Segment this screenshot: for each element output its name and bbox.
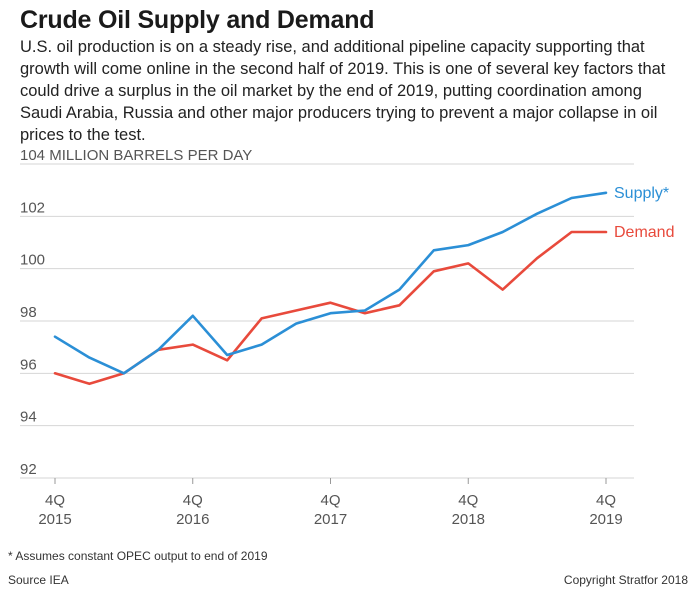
x-tick-year: 2017 <box>314 511 347 528</box>
copyright-note: Copyright Stratfor 2018 <box>563 573 688 587</box>
y-tick-labels: 92 94 96 98 100 102 104 MILLION BARRELS PER DA… <box>20 147 252 478</box>
x-tick-quarter: 4Q <box>183 492 203 509</box>
x-tick-quarter: 4Q <box>458 492 478 509</box>
x-tick-quarter: 4Q <box>320 492 340 509</box>
chart-title: Crude Oil Supply and Demand <box>20 6 375 34</box>
series-label-demand: Demand <box>614 224 674 241</box>
y-tick-label-94: 94 <box>20 409 37 426</box>
source-note: Source IEA <box>8 573 69 587</box>
series-label-supply: Supply* <box>614 185 669 202</box>
x-tick-year: 2018 <box>452 511 485 528</box>
x-tick-year: 2019 <box>589 511 622 528</box>
series-lines <box>53 191 608 386</box>
x-tick-quarter: 4Q <box>596 492 616 509</box>
series-labels: Supply* Demand <box>614 185 674 241</box>
y-tick-label-104: 104 MILLION BARRELS PER DAY <box>20 147 252 164</box>
series-line-demand <box>53 230 608 386</box>
chart-subtitle: U.S. oil production is on a steady rise,… <box>20 38 666 144</box>
series-line-supply <box>53 191 608 375</box>
footnote: * Assumes constant OPEC output to end of… <box>8 549 268 563</box>
x-tick-year: 2015 <box>38 511 71 528</box>
x-tick-year: 2016 <box>176 511 209 528</box>
x-tick-quarter: 4Q <box>45 492 65 509</box>
y-tick-label-100: 100 <box>20 252 45 269</box>
y-tick-label-92: 92 <box>20 461 37 478</box>
y-tick-label-96: 96 <box>20 356 37 373</box>
y-tick-label-98: 98 <box>20 304 37 321</box>
y-tick-label-102: 102 <box>20 199 45 216</box>
x-tick-labels: 4Q 2015 4Q 2016 4Q 2017 4Q 2018 4Q 2019 <box>38 478 623 528</box>
